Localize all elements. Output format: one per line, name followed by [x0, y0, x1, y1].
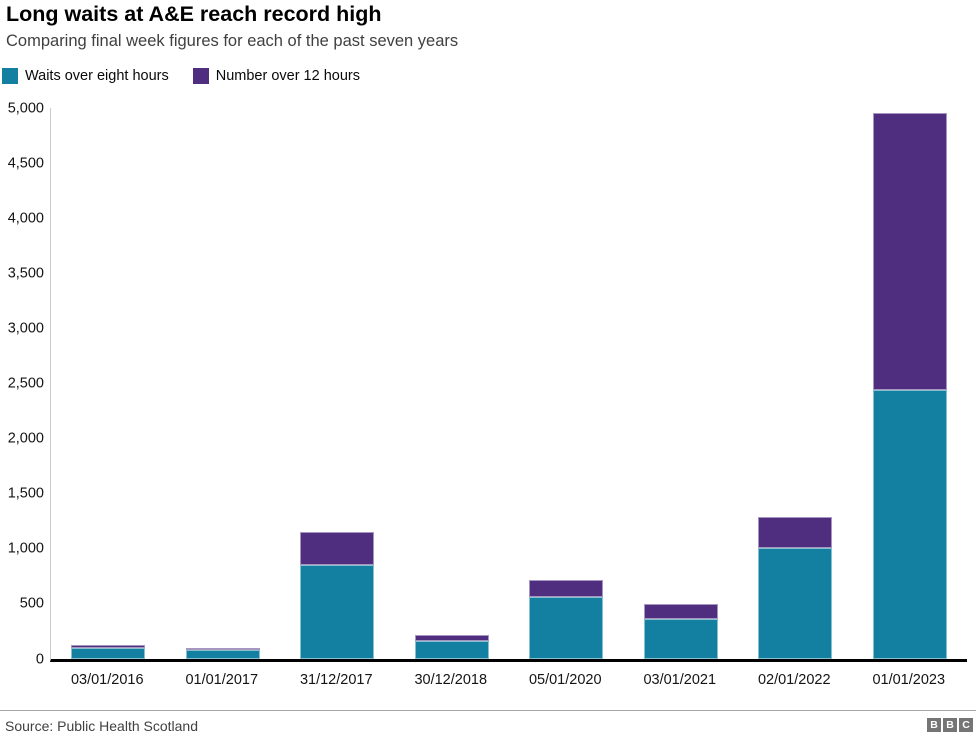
legend-swatch-teal-icon — [2, 68, 18, 84]
bbc-logo-block: B — [927, 718, 941, 732]
plot-area — [50, 108, 967, 662]
bbc-logo-block: B — [943, 718, 957, 732]
bar-segment — [414, 640, 489, 659]
bar-segment — [300, 565, 375, 659]
y-tick-label: 5,000 — [7, 99, 44, 116]
y-tick-label: 3,500 — [7, 265, 44, 282]
y-tick-label: 0 — [35, 650, 44, 667]
x-tick-label: 03/01/2016 — [70, 672, 144, 688]
bar-segment — [872, 112, 947, 390]
bar-segment — [643, 604, 718, 620]
bar-column — [529, 580, 604, 659]
bar-segment — [529, 580, 604, 598]
x-tick-label: 30/12/2018 — [414, 672, 488, 688]
y-tick-label: 1,000 — [7, 540, 44, 557]
footer-divider — [0, 710, 976, 711]
legend: Waits over eight hours Number over 12 ho… — [2, 68, 360, 84]
bar-segment — [414, 634, 489, 641]
y-axis-labels: 0 500 1,000 1,500 2,000 2,500 3,000 3,500 4,000 4… — [0, 101, 44, 666]
x-axis-labels: 03/01/2016 01/01/2017 31/12/2017 30/12/2018… — [50, 672, 966, 692]
y-tick-label: 4,500 — [7, 154, 44, 171]
bar-column — [872, 112, 947, 659]
y-tick-label: 3,000 — [7, 320, 44, 337]
bar-column — [71, 645, 146, 659]
legend-item: Waits over eight hours — [2, 68, 169, 84]
page-subtitle: Comparing final week figures for each of… — [6, 32, 459, 50]
y-tick-label: 4,000 — [7, 209, 44, 226]
bar-segment — [529, 597, 604, 659]
x-tick-label: 31/12/2017 — [299, 672, 373, 688]
legend-item-label: Waits over eight hours — [25, 68, 169, 84]
bar-segment — [185, 649, 260, 659]
legend-item-label: Number over 12 hours — [215, 68, 360, 84]
y-tick-label: 1,500 — [7, 485, 44, 502]
bar-segment — [71, 647, 146, 659]
bar-segment — [185, 648, 260, 650]
y-tick-label: 2,500 — [7, 375, 44, 392]
bar-segment — [758, 517, 833, 549]
bbc-logo-block: C — [959, 718, 973, 732]
source-text: Source: Public Health Scotland — [5, 718, 198, 734]
bar-segment — [300, 532, 375, 566]
x-tick-label: 01/01/2017 — [185, 672, 259, 688]
x-tick-label: 05/01/2020 — [528, 672, 602, 688]
bar-segment — [758, 548, 833, 659]
bar-column — [185, 648, 260, 659]
bar-segment — [643, 619, 718, 659]
x-tick-label: 02/01/2022 — [757, 672, 831, 688]
x-tick-label: 03/01/2021 — [643, 672, 717, 688]
bar-segment — [872, 389, 947, 659]
bar-column — [414, 634, 489, 659]
y-tick-label: 500 — [19, 595, 44, 612]
x-tick-label: 01/01/2023 — [872, 672, 946, 688]
y-tick-label: 2,000 — [7, 430, 44, 447]
bar-column — [300, 532, 375, 659]
bar-column — [758, 517, 833, 659]
legend-item: Number over 12 hours — [192, 68, 360, 84]
page-title: Long waits at A&E reach record high — [6, 2, 382, 26]
bar-segment — [71, 645, 146, 648]
bar-column — [643, 604, 718, 659]
legend-swatch-purple-icon — [192, 68, 209, 84]
